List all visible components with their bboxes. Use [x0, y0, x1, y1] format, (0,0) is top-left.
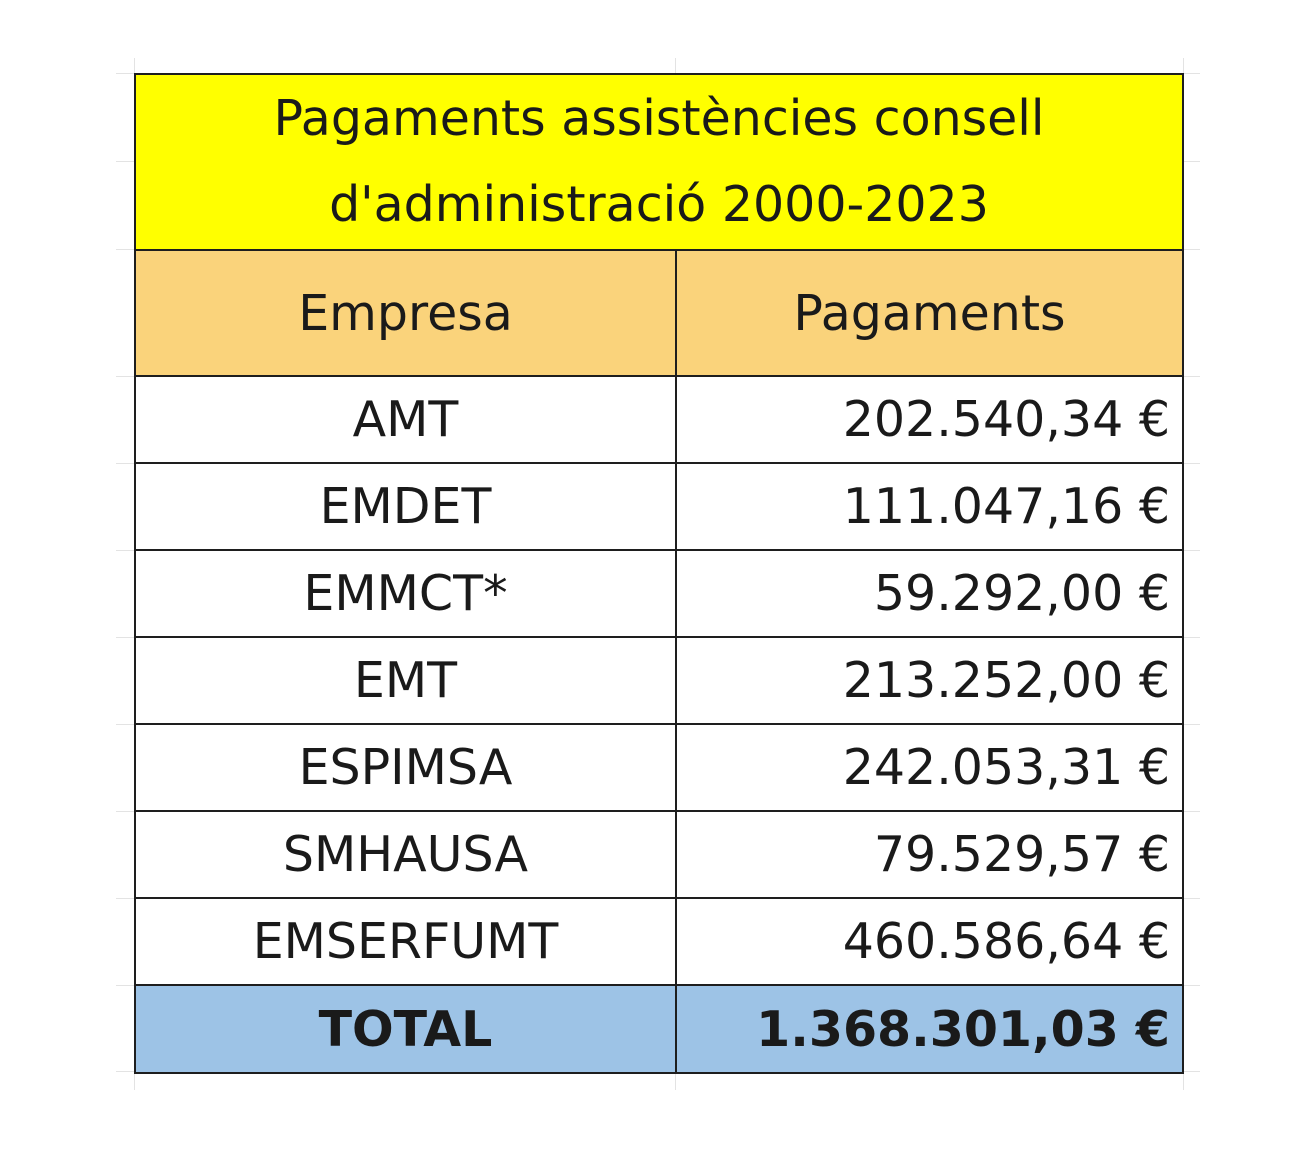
sheet-gridline: [116, 550, 134, 551]
total-label-cell[interactable]: TOTAL: [136, 986, 677, 1072]
table-row: EMSERFUMT 460.586,64 €: [136, 899, 1182, 986]
total-amount-cell[interactable]: 1.368.301,03 €: [756, 1000, 1170, 1058]
sheet-gridline: [1184, 550, 1200, 551]
table-row: EMMCT* 59.292,00 €: [136, 551, 1182, 638]
sheet-gridline: [1184, 1071, 1200, 1072]
sheet-gridline: [116, 811, 134, 812]
company-cell[interactable]: EMT: [136, 638, 677, 723]
sheet-gridline: [1184, 637, 1200, 638]
company-cell[interactable]: SMHAUSA: [136, 812, 677, 897]
table-row: SMHAUSA 79.529,57 €: [136, 812, 1182, 899]
payments-table: Pagaments assistències consell d'adminis…: [134, 73, 1184, 1074]
amount-cell[interactable]: 242.053,31 €: [842, 739, 1170, 796]
sheet-gridline: [116, 1071, 134, 1072]
sheet-gridline: [1184, 376, 1200, 377]
amount-cell[interactable]: 59.292,00 €: [873, 565, 1170, 622]
sheet-gridline: [1184, 73, 1200, 74]
table-header-row: Empresa Pagaments: [136, 251, 1182, 377]
sheet-gridline: [116, 898, 134, 899]
table-row: EMDET 111.047,16 €: [136, 464, 1182, 551]
sheet-gridline: [1184, 985, 1200, 986]
sheet-gridline: [116, 637, 134, 638]
amount-cell[interactable]: 111.047,16 €: [842, 478, 1170, 535]
table-row: ESPIMSA 242.053,31 €: [136, 725, 1182, 812]
table-title-line-2: d'administració 2000-2023: [329, 176, 989, 233]
sheet-gridline: [116, 73, 134, 74]
sheet-gridline: [1184, 811, 1200, 812]
table-total-row: TOTAL 1.368.301,03 €: [136, 986, 1182, 1072]
sheet-gridline: [116, 985, 134, 986]
company-cell[interactable]: EMDET: [136, 464, 677, 549]
sheet-gridline: [1184, 249, 1200, 250]
sheet-gridline: [1184, 724, 1200, 725]
sheet-gridline: [116, 724, 134, 725]
sheet-gridline: [116, 376, 134, 377]
sheet-gridline: [116, 463, 134, 464]
amount-cell[interactable]: 213.252,00 €: [842, 652, 1170, 709]
company-cell[interactable]: EMMCT*: [136, 551, 677, 636]
sheet-gridline: [116, 161, 134, 162]
amount-cell[interactable]: 460.586,64 €: [842, 913, 1170, 970]
sheet-gridline: [116, 249, 134, 250]
table-row: EMT 213.252,00 €: [136, 638, 1182, 725]
table-title: Pagaments assistències consell d'adminis…: [273, 76, 1044, 248]
sheet-gridline: [1184, 463, 1200, 464]
company-cell[interactable]: EMSERFUMT: [136, 899, 677, 984]
amount-cell[interactable]: 202.540,34 €: [842, 391, 1170, 448]
table-row: AMT 202.540,34 €: [136, 377, 1182, 464]
sheet-gridline: [1184, 898, 1200, 899]
header-payments-cell[interactable]: Pagaments: [793, 284, 1066, 342]
table-title-line-1: Pagaments assistències consell: [273, 90, 1045, 147]
company-cell[interactable]: ESPIMSA: [136, 725, 677, 810]
sheet-gridline: [1184, 161, 1200, 162]
company-cell[interactable]: AMT: [136, 377, 677, 462]
header-company-cell[interactable]: Empresa: [136, 251, 677, 375]
table-title-cell[interactable]: Pagaments assistències consell d'adminis…: [136, 75, 1182, 251]
amount-cell[interactable]: 79.529,57 €: [873, 826, 1170, 883]
